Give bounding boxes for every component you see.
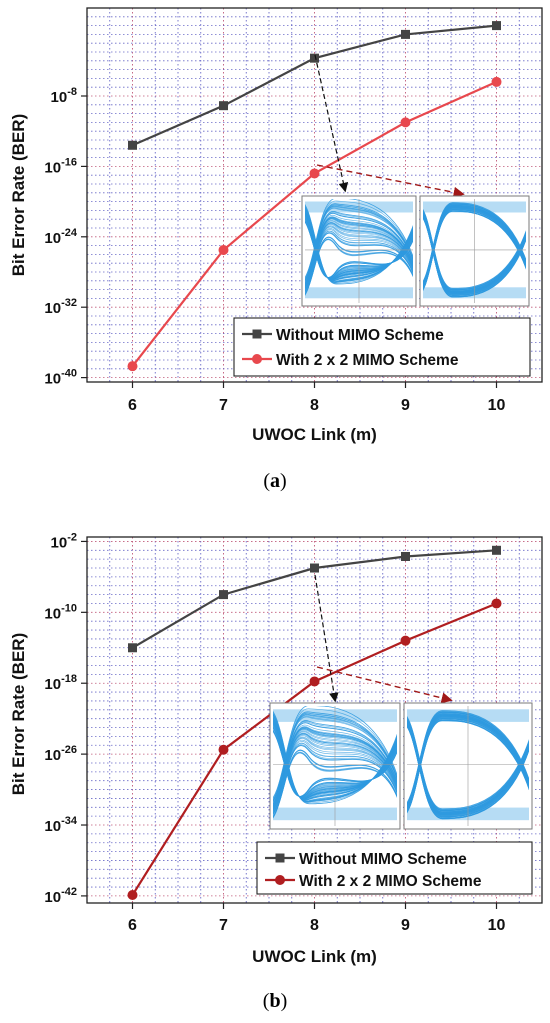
caption-a: (a) — [263, 470, 287, 492]
legend-box — [256, 841, 533, 895]
chart-panel-b: 6 7 8 9 10 10-2 10-10 10-18 10-26 10-34 10-42 UWOC … — [9, 531, 543, 966]
y-tick-label: 10-18 — [44, 673, 77, 693]
data-point — [219, 101, 228, 111]
x-tick-label: 8 — [310, 397, 319, 414]
annotation-arrow — [314, 574, 339, 703]
y-axis-label: Bit Error Rate (BER) — [9, 114, 28, 276]
data-point — [218, 245, 229, 255]
legend-marker — [275, 853, 285, 863]
x-axis-label: UWOC Link (m) — [252, 947, 377, 966]
series-without-mimo — [128, 21, 501, 150]
data-point — [400, 117, 411, 128]
data-point — [309, 168, 320, 179]
data-point — [310, 53, 319, 63]
data-point — [401, 551, 410, 561]
y-tick-label: 10-32 — [44, 297, 77, 317]
data-point — [310, 563, 319, 573]
y-tick-label: 10-34 — [44, 815, 77, 835]
data-point — [218, 744, 229, 755]
x-tick-label: 6 — [128, 917, 137, 934]
eye-diagram-inset-2 — [419, 195, 530, 307]
eye0-1-traces — [423, 199, 526, 303]
legend-label: Without MIMO Scheme — [276, 327, 444, 344]
x-tick-label: 8 — [310, 917, 319, 934]
x-tick-label: 6 — [128, 397, 137, 414]
data-point — [491, 598, 502, 609]
eye-diagram-inset-1 — [301, 195, 417, 307]
data-point — [401, 29, 410, 39]
x-tick-label: 7 — [219, 917, 228, 934]
legend-box — [233, 317, 531, 377]
annotation-arrow — [316, 666, 453, 704]
data-point — [400, 635, 411, 646]
x-tick-label: 9 — [401, 917, 410, 934]
data-point — [128, 140, 137, 150]
legend: Without MIMO Scheme With 2 x 2 MIMO Schem… — [233, 317, 531, 377]
series-with-mimo — [127, 598, 502, 901]
annotation-arrow — [316, 164, 465, 198]
eye-diagram-inset-2 — [403, 702, 533, 830]
y-tick-label: 10-2 — [51, 531, 77, 551]
legend-item: With 2 x 2 MIMO Scheme — [242, 352, 459, 369]
data-point — [309, 676, 320, 687]
data-point — [492, 545, 501, 555]
legend-label: Without MIMO Scheme — [299, 851, 467, 868]
y-tick-label: 10-42 — [44, 886, 77, 906]
legend-item: Without MIMO Scheme — [265, 851, 467, 868]
chart-panel-a: 6 7 8 9 10 10-8 10-16 10-24 10-32 10-40 UWOC Link … — [9, 7, 543, 444]
eye0-0-traces — [305, 199, 413, 303]
y-tick-label: 10-16 — [44, 156, 77, 176]
data-point — [219, 590, 228, 600]
series-without-mimo — [128, 545, 501, 653]
legend-item: Without MIMO Scheme — [242, 327, 444, 344]
x-axis-label: UWOC Link (m) — [252, 425, 377, 444]
eye1-1-traces — [407, 706, 529, 826]
y-tick-label: 10-24 — [44, 227, 77, 247]
legend-marker — [252, 329, 262, 339]
eye-diagram-inset-1 — [269, 702, 401, 830]
x-tick-label: 10 — [488, 917, 506, 934]
data-point — [127, 890, 138, 901]
data-point — [491, 76, 502, 87]
data-point — [127, 361, 138, 372]
x-tick-label: 7 — [219, 397, 228, 414]
legend-marker — [252, 354, 262, 364]
y-tick-label: 10-8 — [51, 86, 77, 106]
legend-item: With 2 x 2 MIMO Scheme — [265, 873, 482, 890]
caption-b: (b) — [262, 990, 288, 1012]
data-point — [128, 643, 137, 653]
legend-marker — [275, 875, 285, 885]
series-with-mimo — [127, 76, 502, 372]
y-tick-label: 10-26 — [44, 744, 77, 764]
legend: Without MIMO Scheme With 2 x 2 MIMO Schem… — [256, 841, 533, 895]
legend-label: With 2 x 2 MIMO Scheme — [299, 873, 482, 890]
eye1-0-traces — [273, 706, 397, 826]
y-axis-label: Bit Error Rate (BER) — [9, 633, 28, 795]
data-point — [492, 21, 501, 31]
x-tick-label: 9 — [401, 397, 410, 414]
legend-label: With 2 x 2 MIMO Scheme — [276, 352, 459, 369]
annotation-arrow — [314, 54, 349, 193]
y-tick-label: 10-10 — [44, 602, 77, 622]
y-tick-label: 10-40 — [44, 368, 77, 388]
x-tick-label: 10 — [488, 397, 506, 414]
